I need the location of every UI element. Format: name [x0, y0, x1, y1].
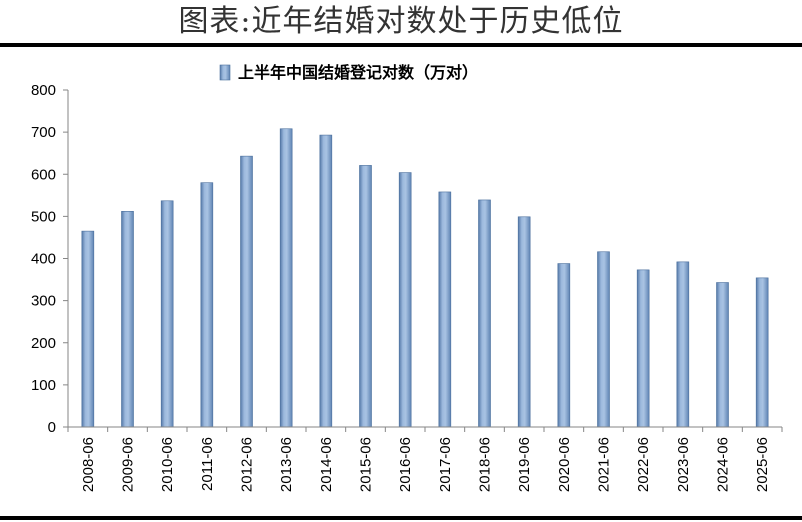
- y-tick-label: 800: [31, 82, 56, 99]
- legend: 上半年中国结婚登记对数（万对）: [219, 63, 478, 82]
- x-tick-label: 2014-06: [318, 437, 335, 492]
- y-tick-label: 300: [31, 293, 56, 310]
- y-tick-label: 600: [31, 166, 56, 183]
- bar-2009-06: [121, 211, 134, 428]
- x-tick-label: 2019-06: [516, 437, 533, 492]
- y-tick-label: 400: [31, 251, 56, 268]
- bar-2010-06: [160, 200, 174, 428]
- bar-2015-06: [359, 165, 372, 428]
- bar-2012-06: [240, 155, 253, 428]
- bar-2020-06: [557, 263, 571, 428]
- x-tick-label: 2023-06: [675, 437, 692, 492]
- bar-2025-06: [755, 277, 769, 428]
- bar-2017-06: [438, 191, 452, 428]
- x-tick-label: 2025-06: [754, 437, 771, 492]
- y-tick-label: 700: [31, 124, 56, 141]
- y-tick-label: 500: [31, 208, 56, 225]
- bar-2016-06: [398, 172, 412, 428]
- x-tick-label: 2020-06: [556, 437, 573, 492]
- bar-2014-06: [319, 134, 333, 428]
- legend-swatch: [219, 64, 231, 81]
- x-tick-label: 2010-06: [159, 437, 176, 492]
- bar-2008-06: [81, 230, 95, 428]
- x-tick-label: 2021-06: [596, 437, 613, 492]
- y-tick-label: 200: [31, 335, 56, 352]
- x-tick-label: 2024-06: [715, 437, 732, 492]
- x-tick-label: 2013-06: [278, 437, 295, 492]
- bars: [81, 128, 769, 428]
- title-divider: [0, 43, 802, 47]
- bar-2011-06: [200, 182, 214, 428]
- bar-2022-06: [636, 269, 650, 428]
- x-tick-label: 2017-06: [437, 437, 454, 492]
- bar-2019-06: [517, 216, 531, 428]
- x-tick-label: 2022-06: [635, 437, 652, 492]
- x-tick-label: 2012-06: [239, 437, 256, 492]
- y-tick-label: 0: [48, 419, 56, 436]
- x-tick-label: 2008-06: [80, 437, 97, 492]
- x-tick-label: 2009-06: [120, 437, 137, 492]
- x-tick-label: 2016-06: [397, 437, 414, 492]
- bar-chart: 上半年中国结婚登记对数（万对） 0 100 200 300 400 500 600 700 80…: [31, 63, 783, 492]
- page-title: 图表:近年结婚对数处于历史低位: [178, 4, 624, 39]
- bar-2024-06: [716, 282, 729, 428]
- legend-label: 上半年中国结婚登记对数（万对）: [238, 63, 478, 82]
- x-axis: 2008-06 2009-06 2010-06 2011-06 2012-06 2013-…: [67, 426, 783, 492]
- bar-2013-06: [279, 128, 293, 428]
- x-tick-label: 2015-06: [358, 437, 375, 492]
- bar-2023-06: [676, 261, 690, 428]
- y-axis: 0 100 200 300 400 500 600 700 800: [31, 82, 69, 436]
- y-tick-label: 100: [31, 377, 56, 394]
- x-tick-label: 2011-06: [199, 437, 216, 491]
- footer-divider: [0, 516, 802, 520]
- bar-2018-06: [478, 199, 491, 428]
- bar-2021-06: [597, 251, 610, 428]
- x-tick-label: 2018-06: [477, 437, 494, 492]
